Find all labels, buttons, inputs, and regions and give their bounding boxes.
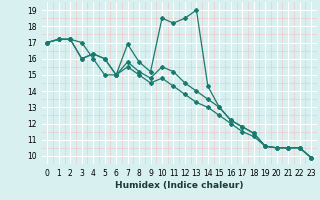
X-axis label: Humidex (Indice chaleur): Humidex (Indice chaleur): [115, 181, 244, 190]
